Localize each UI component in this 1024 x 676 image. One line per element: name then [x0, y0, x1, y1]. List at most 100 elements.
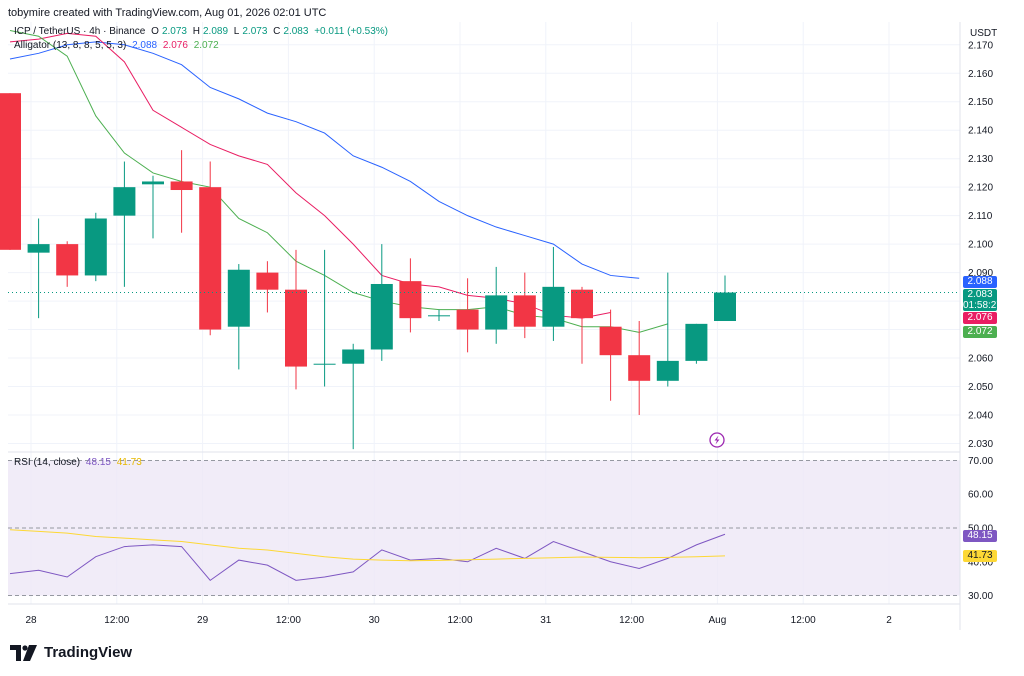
jaw-value: 2.088	[132, 40, 158, 51]
candle[interactable]	[456, 278, 479, 353]
candle[interactable]	[199, 161, 222, 336]
price-tick-label: 2.090	[968, 268, 993, 279]
open-value: 2.073	[161, 26, 187, 37]
candle-body	[313, 363, 336, 365]
rsi-label[interactable]: RSI (14, close)	[14, 457, 81, 468]
candle[interactable]	[685, 323, 708, 364]
candle[interactable]	[714, 275, 736, 322]
candle[interactable]	[313, 249, 336, 387]
price-tick-label: 2.150	[968, 97, 993, 108]
candle-body	[342, 349, 365, 364]
candle[interactable]	[342, 343, 365, 450]
time-tick-label: Aug	[709, 615, 727, 626]
price-tick-label: 2.110	[968, 211, 993, 222]
candle[interactable]	[370, 244, 393, 361]
candle-body	[256, 272, 279, 290]
rsi-legend: RSI (14, close) 48.15 41.73	[14, 457, 145, 468]
candle-body	[199, 187, 222, 330]
time-tick-label: 28	[25, 615, 37, 626]
close-price-tag: 2.083 01:58:27	[963, 289, 1002, 311]
lips-price-tag: 2.072	[963, 326, 997, 338]
candle-body	[370, 283, 393, 350]
price-tick-label: 2.130	[968, 154, 993, 165]
candle-body	[571, 289, 593, 319]
teeth-value: 2.076	[162, 40, 188, 51]
candle[interactable]	[656, 272, 679, 387]
candle-body	[0, 93, 21, 250]
candle-body	[685, 323, 708, 361]
tradingview-logo-icon	[10, 644, 37, 661]
symbol-label[interactable]: ICP / TetherUS · 4h · Binance	[14, 26, 146, 37]
time-tick-label: 29	[197, 615, 209, 626]
rsi-line	[9, 533, 726, 582]
time-tick-label: 12:00	[619, 615, 644, 626]
candle[interactable]	[485, 266, 508, 344]
jaw-price-tag: 2.088	[963, 276, 997, 288]
candle-body	[27, 244, 50, 253]
price-tick-label: 2.050	[968, 382, 993, 393]
lightning-icon[interactable]	[709, 432, 725, 448]
alligator-jaw-line	[9, 41, 640, 279]
candle-body	[428, 315, 450, 317]
candle[interactable]	[285, 249, 307, 390]
candle[interactable]	[0, 93, 21, 250]
close-value: 2.083	[283, 26, 309, 37]
rsi-tick-label: 60.00	[968, 490, 993, 501]
candle[interactable]	[628, 321, 651, 415]
candle-body	[170, 181, 193, 191]
candle[interactable]	[142, 175, 164, 239]
candle-body	[628, 355, 651, 381]
low-label: L	[233, 26, 240, 37]
time-tick-label: 31	[540, 615, 552, 626]
candle[interactable]	[399, 258, 422, 333]
candle[interactable]	[84, 212, 107, 282]
teeth-price-tag: 2.076	[963, 312, 997, 324]
price-tick-label: 2.040	[968, 410, 993, 421]
candle[interactable]	[428, 309, 450, 322]
candle-body	[113, 187, 136, 216]
high-value: 2.089	[202, 26, 229, 37]
rsi-tick-label: 40.00	[968, 557, 993, 568]
currency-label[interactable]: USDT	[970, 28, 998, 39]
rsi-price-tag: 48.15	[963, 530, 997, 542]
alligator-label[interactable]: Alligator (13, 8, 8, 5, 5, 3)	[14, 40, 127, 51]
high-label: H	[192, 26, 200, 37]
close-label: C	[273, 26, 281, 37]
candle[interactable]	[599, 309, 622, 401]
price-legend: ICP / TetherUS · 4h · Binance O 2.073 H 2.…	[14, 26, 391, 37]
rsi-tick-label: 50.00	[968, 524, 993, 535]
rsi-tick-label: 30.00	[968, 591, 993, 602]
candle[interactable]	[513, 272, 536, 339]
rsi-ma-value: 41.73	[116, 457, 142, 468]
candle[interactable]	[256, 261, 279, 313]
open-label: O	[151, 26, 159, 37]
candle[interactable]	[27, 218, 50, 319]
candle[interactable]	[170, 150, 193, 233]
tradingview-brand: TradingView	[44, 644, 133, 661]
price-tick-label: 2.060	[968, 354, 993, 365]
candle-body	[456, 309, 479, 330]
candle-body	[656, 360, 679, 381]
price-tick-label: 2.120	[968, 183, 993, 194]
candle-body	[714, 292, 736, 322]
time-tick-label: 12:00	[447, 615, 472, 626]
alligator-legend: Alligator (13, 8, 8, 5, 5, 3) 2.088 2.07…	[14, 40, 222, 51]
candle[interactable]	[571, 286, 593, 364]
close-price-tag-value: 2.083	[967, 289, 993, 300]
candle[interactable]	[227, 264, 250, 370]
time-tick-label: 12:00	[104, 615, 129, 626]
time-tick-label: 2	[886, 615, 892, 626]
candle[interactable]	[56, 241, 79, 287]
rsi-value: 48.15	[85, 457, 111, 468]
countdown-timer: 01:58:27	[963, 300, 1002, 311]
rsi-tick-label: 70.00	[968, 456, 993, 467]
candle-body	[84, 218, 107, 276]
price-tick-label: 2.170	[968, 40, 993, 51]
candle-body	[599, 326, 622, 356]
candle[interactable]	[542, 246, 565, 341]
candle-body	[485, 295, 508, 330]
footer-logo[interactable]: TradingView	[10, 644, 132, 661]
rsi_ma-line	[9, 529, 726, 562]
candle[interactable]	[113, 161, 136, 287]
